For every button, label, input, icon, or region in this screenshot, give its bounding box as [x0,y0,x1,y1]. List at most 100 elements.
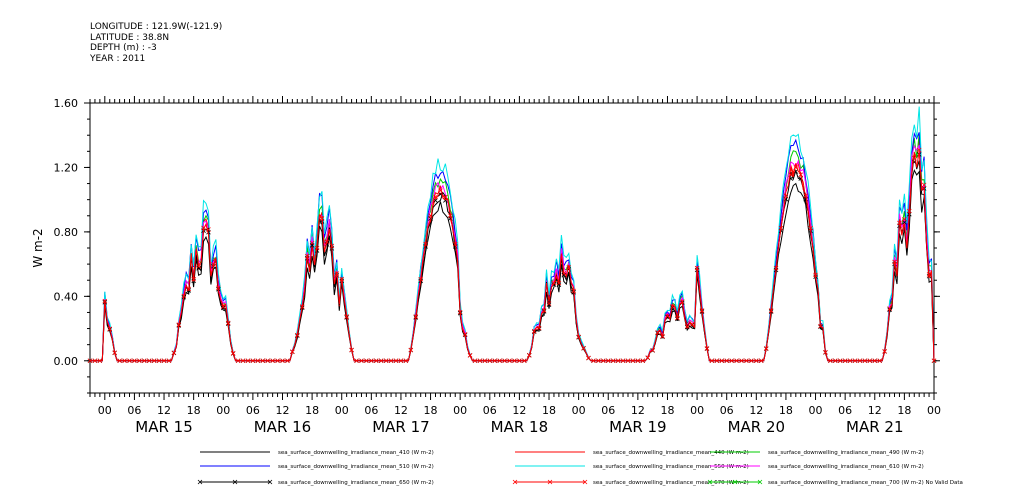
x-day-label: MAR 16 [254,418,311,436]
series-marker [309,240,315,246]
series-marker [833,358,838,364]
series-marker [216,285,221,291]
series-marker [206,227,211,232]
series-marker [522,358,527,364]
axis-labels: 0.00 0.40 0.80 1.20 1.60 W m-2 00 06 12 18 00 06 12 1… [31,97,941,436]
series-marker [709,358,715,364]
metadata-header: LONGITUDE : 121.9W(-121.9) LATITUDE : 38… [90,22,222,64]
series-marker [452,241,458,247]
series-marker [556,280,562,286]
x-hour-label: 06 [483,404,497,417]
series-marker [393,358,399,364]
series-marker [635,358,641,364]
series-marker [823,349,828,355]
legend-marker [197,479,203,485]
series-marker [137,358,142,364]
legend: sea_surface_downwelling_irradiance_mean_… [197,450,963,486]
series-marker [862,358,868,364]
x-hour-label: 06 [364,404,378,417]
series-marker [670,304,675,309]
series-marker [354,358,359,364]
series-marker [798,172,804,177]
series-marker [201,225,206,231]
series-marker [887,306,892,311]
series-marker [719,358,725,364]
series-marker [640,358,646,364]
series-marker [378,358,384,364]
legend-marker [707,479,713,485]
series-marker [566,265,572,270]
series-marker [818,323,823,329]
series-marker [107,326,113,332]
series-marker [576,334,581,340]
depth-label: DEPTH (m) : -3 [90,43,157,53]
series-marker [931,358,937,364]
x-hour-label: 00 [453,404,467,417]
series-marker [176,322,182,327]
x-hour-label: 06 [246,404,260,417]
series-marker [763,346,769,351]
y-tick-label: 1.60 [54,97,79,110]
x-day-label: MAR 15 [135,418,192,436]
x-hour-label: 12 [275,404,289,417]
series-marker [87,358,93,364]
series-marker [255,358,261,364]
series-marker [892,259,897,265]
y-tick-label: 0.00 [54,355,79,368]
series-marker [359,358,364,364]
series-marker [926,272,932,277]
x-hour-label: 18 [897,404,911,417]
series-marker [541,308,547,313]
series-marker [778,225,784,231]
x-hour-label: 00 [98,404,112,417]
series-marker [793,165,799,170]
series-marker [857,358,863,364]
series-marker [462,332,468,337]
series-marker [319,216,325,221]
series-marker [620,358,626,364]
series-marker [665,313,670,319]
series-marker [383,358,389,364]
series-marker [122,358,127,364]
series-marker [280,358,285,364]
series-marker [102,298,108,304]
series-marker [610,358,616,364]
series-marker [127,358,132,364]
series-marker [497,358,502,364]
x-hour-label: 18 [660,404,674,417]
series-marker [828,358,833,364]
series-marker [773,265,779,271]
series-marker [591,358,596,364]
series-marker [803,193,808,199]
series-marker [398,358,404,364]
series-marker [142,358,147,364]
series-marker [684,324,690,329]
x-hour-label: 00 [216,404,230,417]
series-marker [837,358,843,364]
series-marker [655,330,660,335]
series-marker [872,358,878,364]
series-marker [364,358,369,364]
series-marker [714,358,720,364]
x-hour-label: 06 [838,404,852,417]
series-marker [245,358,251,364]
series-marker [645,355,651,360]
series-marker [724,358,729,364]
series-marker [512,358,517,364]
series-marker [650,347,655,353]
series-marker [492,358,498,364]
series-marker [117,358,122,364]
legend-entry: sea_surface_downwelling_irradiance_mean_… [768,480,963,486]
series-marker [808,225,813,231]
series-marker [852,358,858,364]
series-marker [546,302,552,307]
series-marker [907,208,912,214]
series-marker [749,358,754,364]
x-hour-label: 12 [868,404,882,417]
legend-marker [232,479,238,485]
series-marker [314,245,320,251]
longitude-label: LONGITUDE : 121.9W(-121.9) [90,22,223,32]
series-marker [679,299,685,304]
y-tick-label: 1.20 [54,161,79,174]
x-hour-label: 18 [779,404,793,417]
